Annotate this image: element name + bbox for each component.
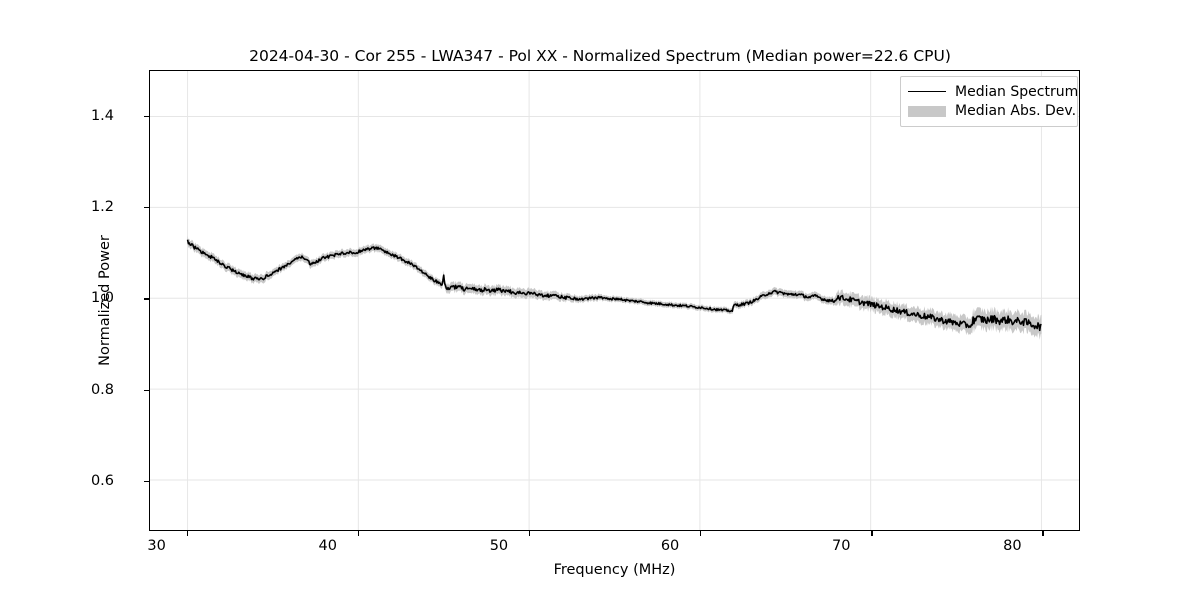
legend-label-median-spectrum: Median Spectrum [955, 83, 1079, 100]
spectrum-plot [186, 235, 1042, 340]
median-spectrum-line [186, 239, 1042, 332]
x-tick-mark [700, 531, 702, 536]
x-axis-label: Frequency (MHz) [553, 562, 676, 578]
y-tick-label: 1.2 [90, 198, 114, 215]
y-tick-mark [144, 115, 149, 117]
legend-label-median-abs-dev: Median Abs. Dev. [955, 102, 1077, 119]
legend-band-swatch [908, 104, 946, 118]
x-tick-mark [357, 531, 360, 536]
plot-area [149, 70, 1080, 531]
y-tick-mark [144, 206, 149, 209]
legend: Median Spectrum Median Abs. Dev. [900, 76, 1078, 127]
legend-item-median-spectrum: Median Spectrum [908, 82, 1078, 101]
y-tick-mark [144, 480, 149, 483]
y-tick-label: 0.6 [90, 472, 114, 489]
x-tick-mark [528, 531, 531, 536]
y-tick-label: 1.4 [90, 107, 114, 124]
y-tick-mark [144, 298, 149, 300]
y-tick-label: 1.0 [90, 290, 114, 307]
x-tick-label: 50 [489, 538, 509, 554]
legend-line-swatch [908, 85, 946, 99]
x-tick-label: 70 [831, 538, 851, 554]
x-tick-mark [1042, 531, 1044, 536]
y-axis-label: Normalized Power [97, 235, 113, 366]
x-tick-mark [871, 531, 873, 536]
y-tick-label: 0.8 [90, 381, 114, 398]
x-tick-mark [186, 531, 188, 536]
legend-item-median-abs-dev: Median Abs. Dev. [908, 101, 1076, 120]
x-tick-label: 60 [660, 538, 680, 554]
median-abs-dev-band [187, 235, 1042, 340]
y-tick-mark [144, 389, 149, 391]
x-tick-label: 30 [147, 538, 166, 554]
page-title: 2024-04-30 - Cor 255 - LWA347 - Pol XX -… [249, 47, 951, 65]
x-tick-label: 80 [1003, 538, 1022, 554]
x-tick-label: 40 [318, 538, 337, 554]
